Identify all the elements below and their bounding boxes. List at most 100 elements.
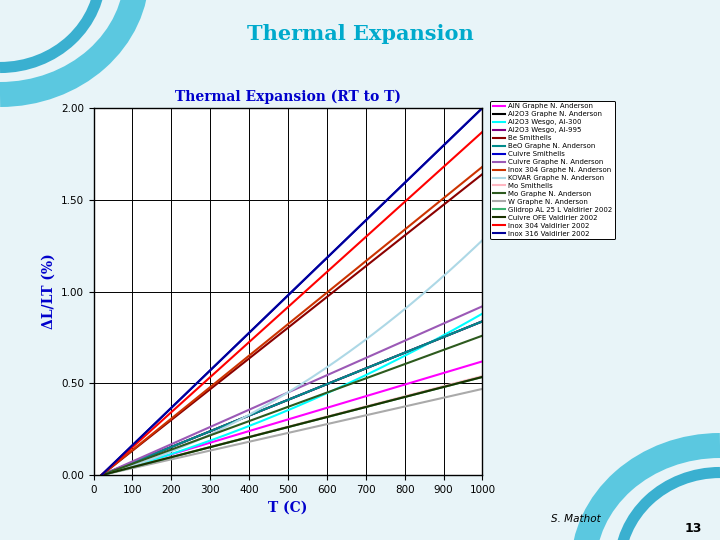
Inox 304 Valdirier 2002 — [324, 268, 333, 274]
Cuivre Smithells — [410, 171, 418, 178]
BeO Graphe N. Anderson — [469, 322, 477, 328]
Mo Graphe N. Anderson — [303, 396, 312, 403]
Line: Al2O3 Wesgo, Al-300: Al2O3 Wesgo, Al-300 — [102, 314, 482, 475]
Glidrop AL 25 L Valdirier 2002 — [410, 392, 418, 398]
BeO Graphe N. Anderson — [478, 318, 487, 325]
X-axis label: T (C): T (C) — [269, 501, 307, 515]
Cuivre OFE Valdirier 2002 — [280, 425, 289, 431]
Legend: AlN Graphe N. Anderson, Al2O3 Graphe N. Anderson, Al2O3 Wesgo, Al-300, Al2O3 Wes: AlN Graphe N. Anderson, Al2O3 Graphe N. … — [490, 100, 616, 239]
Text: 13: 13 — [685, 522, 702, 535]
AlN Graphe N. Anderson — [469, 361, 477, 367]
Line: W Graphe N. Anderson: W Graphe N. Anderson — [102, 389, 482, 475]
W Graphe N. Anderson — [478, 386, 487, 392]
Al2O3 Wesgo, Al-300 — [303, 399, 312, 405]
Inox 304 Valdirier 2002 — [278, 309, 287, 315]
Al2O3 Graphe N. Anderson — [280, 398, 289, 404]
Y-axis label: ΔL/LT (%): ΔL/LT (%) — [41, 254, 55, 329]
Line: Glidrop AL 25 L Valdirier 2002: Glidrop AL 25 L Valdirier 2002 — [102, 377, 482, 475]
Mo Smithells — [469, 375, 477, 382]
Mo Graphe N. Anderson — [280, 405, 289, 411]
Cuivre OFE Valdirier 2002 — [97, 472, 106, 478]
BeO Graphe N. Anderson — [97, 472, 106, 478]
Cuivre OFE Valdirier 2002 — [469, 376, 477, 382]
Line: Mo Smithells: Mo Smithells — [102, 376, 482, 475]
Be Smithells — [278, 329, 287, 335]
Al2O3 Wesgo, Al-300 — [469, 315, 477, 322]
KOVAR Graphe N. Anderson — [410, 299, 418, 305]
KOVAR Graphe N. Anderson — [324, 363, 333, 370]
Al2O3 Wesgo, Al-995 — [410, 346, 418, 352]
W Graphe N. Anderson — [97, 472, 106, 478]
AlN Graphe N. Anderson — [478, 358, 487, 365]
Be Smithells — [469, 178, 477, 185]
Inox 304 Graphe N. Anderson — [478, 164, 487, 170]
Cuivre Graphe N. Anderson — [280, 391, 289, 397]
Line: Inox 304 Valdirier 2002: Inox 304 Valdirier 2002 — [102, 132, 482, 475]
Cuivre Graphe N. Anderson — [278, 392, 287, 398]
W Graphe N. Anderson — [410, 401, 418, 408]
Line: BeO Graphe N. Anderson: BeO Graphe N. Anderson — [102, 321, 482, 475]
Inox 304 Valdirier 2002 — [469, 137, 477, 143]
Cuivre Graphe N. Anderson — [410, 334, 418, 340]
Glidrop AL 25 L Valdirier 2002 — [324, 414, 333, 420]
Inox 316 Valdirier 2002 — [469, 113, 477, 120]
Al2O3 Wesgo, Al-995 — [280, 398, 289, 404]
Cuivre Graphe N. Anderson — [97, 472, 106, 478]
Glidrop AL 25 L Valdirier 2002 — [278, 426, 287, 432]
W Graphe N. Anderson — [278, 431, 287, 437]
Inox 304 Graphe N. Anderson — [410, 219, 418, 226]
Al2O3 Wesgo, Al-995 — [469, 322, 477, 328]
Cuivre Graphe N. Anderson — [469, 307, 477, 314]
Mo Graphe N. Anderson — [324, 389, 333, 395]
Inox 304 Graphe N. Anderson — [278, 326, 287, 332]
Mo Graphe N. Anderson — [278, 406, 287, 412]
Cuivre OFE Valdirier 2002 — [278, 426, 287, 432]
AlN Graphe N. Anderson — [278, 418, 287, 424]
Inox 316 Valdirier 2002 — [278, 298, 287, 304]
Glidrop AL 25 L Valdirier 2002 — [478, 374, 487, 380]
Text: S. Mathot: S. Mathot — [551, 514, 601, 524]
Text: Thermal Expansion: Thermal Expansion — [247, 24, 473, 44]
AlN Graphe N. Anderson — [97, 472, 106, 478]
W Graphe N. Anderson — [324, 421, 333, 427]
Line: AlN Graphe N. Anderson: AlN Graphe N. Anderson — [102, 361, 482, 475]
Cuivre Smithells — [97, 472, 106, 478]
AlN Graphe N. Anderson — [324, 404, 333, 411]
Cuivre OFE Valdirier 2002 — [303, 419, 312, 426]
BeO Graphe N. Anderson — [280, 398, 289, 404]
Cuivre Smithells — [278, 298, 287, 304]
W Graphe N. Anderson — [303, 426, 312, 432]
Al2O3 Wesgo, Al-300 — [478, 310, 487, 317]
W Graphe N. Anderson — [469, 388, 477, 394]
Glidrop AL 25 L Valdirier 2002 — [280, 425, 289, 431]
Cuivre Graphe N. Anderson — [303, 381, 312, 387]
Line: Mo Graphe N. Anderson: Mo Graphe N. Anderson — [102, 336, 482, 475]
Al2O3 Wesgo, Al-995 — [303, 389, 312, 395]
KOVAR Graphe N. Anderson — [478, 237, 487, 244]
Mo Smithells — [324, 413, 333, 420]
Inox 316 Valdirier 2002 — [324, 253, 333, 260]
Inox 304 Graphe N. Anderson — [324, 288, 333, 295]
Be Smithells — [280, 327, 289, 334]
Cuivre Graphe N. Anderson — [478, 303, 487, 309]
Mo Smithells — [278, 425, 287, 431]
Cuivre OFE Valdirier 2002 — [478, 374, 487, 380]
BeO Graphe N. Anderson — [278, 399, 287, 406]
Mo Smithells — [303, 418, 312, 425]
BeO Graphe N. Anderson — [303, 389, 312, 395]
Al2O3 Wesgo, Al-300 — [278, 409, 287, 416]
Inox 316 Valdirier 2002 — [97, 472, 106, 478]
Cuivre Smithells — [280, 295, 289, 302]
Cuivre Graphe N. Anderson — [324, 372, 333, 378]
Mo Smithells — [478, 373, 487, 379]
AlN Graphe N. Anderson — [280, 417, 289, 424]
Cuivre Smithells — [303, 273, 312, 280]
Glidrop AL 25 L Valdirier 2002 — [303, 419, 312, 426]
Line: Inox 316 Valdirier 2002: Inox 316 Valdirier 2002 — [102, 108, 482, 475]
Al2O3 Graphe N. Anderson — [97, 472, 106, 478]
Al2O3 Wesgo, Al-995 — [324, 380, 333, 387]
Al2O3 Graphe N. Anderson — [478, 318, 487, 325]
Inox 304 Valdirier 2002 — [303, 286, 312, 293]
Inox 304 Graphe N. Anderson — [469, 171, 477, 178]
Cuivre Smithells — [478, 105, 487, 111]
